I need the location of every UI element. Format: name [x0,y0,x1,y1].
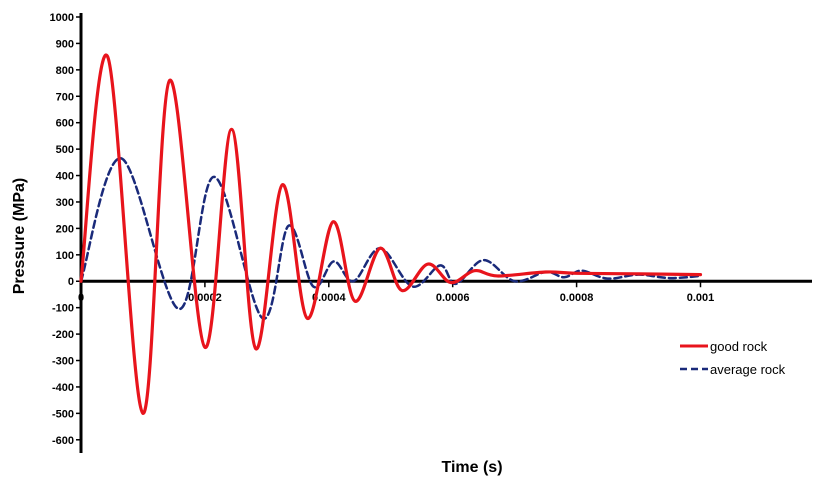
x-tick-label: 0 [78,292,84,304]
legend-good-rock-label: good rock [710,339,768,354]
y-tick-label: 500 [56,144,74,156]
y-tick-label: 100 [56,250,74,262]
y-tick-label: -300 [52,356,74,368]
x-axis-title: Time (s) [441,459,502,476]
legend: good rock average rock [680,339,786,377]
x-tick-label: 0.0008 [560,292,594,304]
x-tick-label: 0.0006 [436,292,470,304]
series [79,53,703,415]
x-tick-label: 0.0002 [188,292,222,304]
y-tick-label: 0 [68,276,74,288]
y-tick-label: -100 [52,303,74,315]
y-tick-label: 1000 [50,12,74,24]
y-tick-label: 200 [56,223,74,235]
axes: -600 -500 -400 -300 -200 -100 0 100 200 300 400 500… [50,12,812,453]
y-tick-label: -600 [52,435,74,447]
series-line-good-rock [79,53,703,415]
x-tick-label: 0.001 [687,292,715,304]
x-tick-label: 0.0004 [312,292,347,304]
y-tick-label: 600 [56,118,74,130]
y-tick-label: -200 [52,329,74,341]
legend-average-rock-label: average rock [710,362,786,377]
y-tick-label: 400 [56,171,74,183]
y-tick-label: 900 [56,38,74,50]
y-tick-label: -400 [52,382,74,394]
y-tick-label: -500 [52,408,74,420]
y-tick-label: 300 [56,197,74,209]
series-line-average-rock [79,157,702,320]
y-axis-title: Pressure (MPa) [11,178,28,295]
y-tick-label: 800 [56,65,74,77]
y-tick-label: 700 [56,91,74,103]
